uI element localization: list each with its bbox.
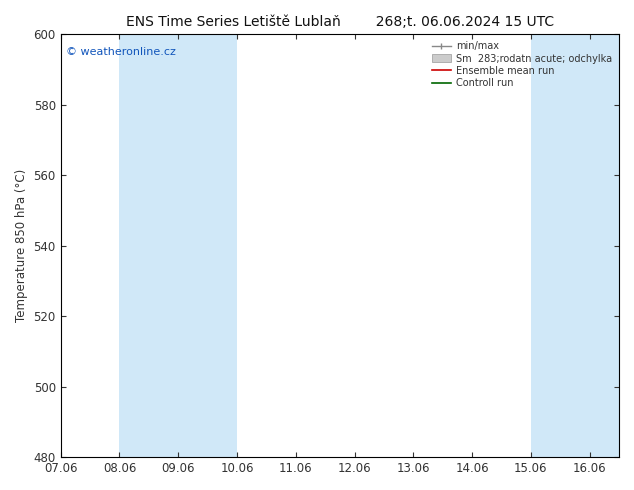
- Y-axis label: Temperature 850 hPa (°C): Temperature 850 hPa (°C): [15, 169, 28, 322]
- Text: © weatheronline.cz: © weatheronline.cz: [66, 47, 176, 57]
- Bar: [119, 34, 237, 457]
- Title: ENS Time Series Letiště Lublaň        268;t. 06.06.2024 15 UTC: ENS Time Series Letiště Lublaň 268;t. 06…: [126, 15, 554, 29]
- Bar: [590, 34, 619, 457]
- Bar: [531, 34, 590, 457]
- Legend: min/max, Sm  283;rodatn acute; odchylka, Ensemble mean run, Controll run: min/max, Sm 283;rodatn acute; odchylka, …: [428, 37, 616, 92]
